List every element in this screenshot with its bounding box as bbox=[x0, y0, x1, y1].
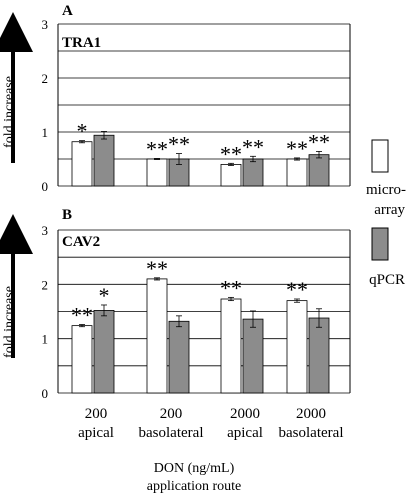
x-category-4-line2: basolateral bbox=[279, 425, 344, 441]
y-tick-label: 2 bbox=[42, 71, 49, 86]
x-axis-title-line1: DON (ng/mL) bbox=[154, 461, 235, 476]
y-tick-label: 0 bbox=[42, 179, 49, 194]
legend-qpcr-label: qPCR bbox=[369, 272, 405, 288]
significance-marker: ** bbox=[168, 132, 190, 157]
x-category-3-line2: apical bbox=[227, 425, 263, 441]
qpcr-bar bbox=[93, 134, 115, 187]
y-tick-label: 3 bbox=[42, 17, 49, 32]
significance-marker: ** bbox=[308, 129, 330, 154]
x-category-3-line1: 2000 bbox=[230, 406, 260, 422]
x-category-2-line1: 200 bbox=[160, 406, 183, 422]
microarray-bar bbox=[146, 278, 168, 394]
significance-marker: * bbox=[99, 283, 110, 308]
legend-qpcr-swatch bbox=[371, 227, 389, 261]
qpcr-bar bbox=[308, 154, 330, 187]
microarray-bar bbox=[286, 300, 308, 394]
y-tick-label: 2 bbox=[42, 277, 49, 292]
microarray-bar bbox=[71, 141, 93, 187]
y-tick-label: 1 bbox=[42, 332, 49, 347]
panel-a-gene-label: TRA1 bbox=[62, 35, 101, 51]
microarray-bar bbox=[146, 158, 168, 187]
x-category-1-line1: 200 bbox=[85, 406, 108, 422]
x-category-2-line2: basolateral bbox=[139, 425, 204, 441]
significance-marker: ** bbox=[146, 136, 168, 161]
significance-marker: ** bbox=[146, 256, 168, 281]
significance-marker: ** bbox=[286, 277, 308, 302]
legend-microarray-swatch bbox=[371, 139, 389, 173]
x-category-1-line2: apical bbox=[78, 425, 114, 441]
panel-a-letter: A bbox=[62, 3, 73, 19]
qpcr-bar bbox=[242, 318, 264, 394]
x-category-4-line1: 2000 bbox=[296, 406, 326, 422]
panel-b-letter: B bbox=[62, 207, 72, 223]
legend-microarray-label-line1: micro- bbox=[366, 182, 406, 198]
microarray-bar bbox=[220, 298, 242, 394]
qpcr-bar bbox=[242, 158, 264, 187]
y-tick-label: 1 bbox=[42, 125, 49, 140]
significance-marker: ** bbox=[220, 141, 242, 166]
significance-marker: ** bbox=[71, 303, 93, 328]
qpcr-bar bbox=[168, 320, 190, 394]
significance-marker: ** bbox=[220, 275, 242, 300]
significance-marker: ** bbox=[242, 134, 264, 159]
x-axis-title-line2: application route bbox=[147, 479, 241, 494]
legend-microarray-label-line2: array bbox=[374, 202, 405, 218]
qpcr-bar bbox=[308, 317, 330, 394]
y-tick-label: 3 bbox=[42, 223, 49, 238]
qpcr-bar bbox=[93, 310, 115, 394]
y-tick-label: 0 bbox=[42, 386, 49, 401]
significance-marker: * bbox=[77, 119, 88, 144]
panel-b-gene-label: CAV2 bbox=[62, 234, 100, 250]
significance-marker: ** bbox=[286, 136, 308, 161]
microarray-bar bbox=[286, 158, 308, 187]
microarray-bar bbox=[220, 163, 242, 187]
microarray-bar bbox=[71, 325, 93, 394]
